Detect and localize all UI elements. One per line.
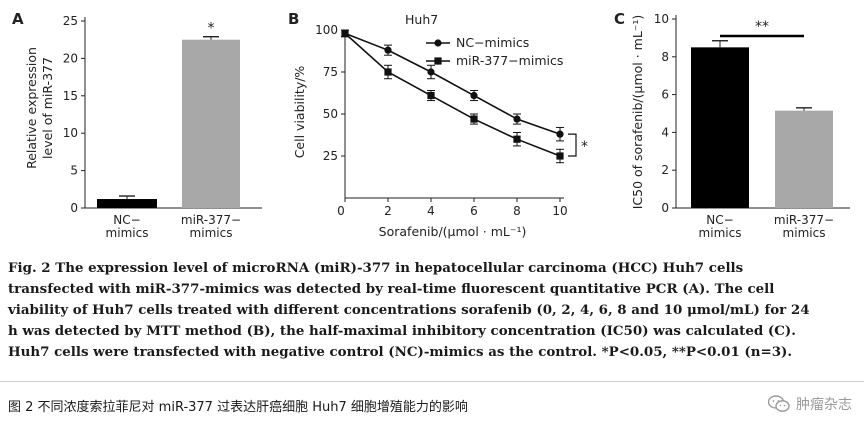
panel-a-bar-chart: A0510152025NC−mimicsmiR-377−mimicsRelati…	[12, 10, 262, 240]
y-tick-label: 25	[63, 14, 78, 28]
significance-marker: *	[581, 139, 588, 155]
data-point	[513, 115, 521, 123]
y-tick-label: 2	[661, 163, 669, 177]
significance-marker: **	[755, 19, 769, 35]
y-tick-label: 100	[315, 23, 338, 37]
caption-line-3: viability of Huh7 cells treated with dif…	[8, 302, 810, 318]
watermark-text: 肿瘤杂志	[796, 397, 852, 413]
panel-letter: A	[12, 10, 24, 28]
chart-title: Huh7	[405, 12, 438, 27]
data-point	[556, 152, 564, 160]
x-tick-label: 6	[470, 204, 478, 218]
x-tick-label: mimics	[190, 226, 233, 240]
x-tick-label: 0	[337, 204, 345, 218]
series-line	[344, 32, 561, 157]
y-axis-label: Cell viability/%	[292, 66, 307, 159]
x-tick-label: mimics	[106, 226, 149, 240]
x-tick-label: 4	[427, 204, 435, 218]
series-line	[344, 32, 561, 135]
data-point	[513, 135, 521, 143]
data-point	[427, 91, 435, 100]
x-tick-label: 2	[384, 204, 392, 218]
y-tick-label: 5	[70, 164, 78, 178]
chinese-caption: 图 2 不同浓度索拉菲尼对 miR-377 过表达肝癌细胞 Huh7 细胞增殖能…	[8, 400, 468, 415]
caption-line-4: h was detected by MTT method (B), the ha…	[8, 323, 796, 339]
x-tick-label: 10	[552, 204, 567, 218]
y-tick-label: 0	[661, 201, 669, 215]
significance-marker: *	[208, 21, 215, 37]
y-tick-label: 10	[63, 126, 78, 140]
x-tick-label: NC−	[113, 213, 140, 227]
y-tick-label: 20	[63, 51, 78, 65]
x-tick-label: mimics	[783, 226, 826, 240]
divider	[0, 381, 864, 382]
y-axis-label: level of miR-377	[40, 57, 55, 159]
bar	[97, 199, 157, 208]
data-point	[470, 115, 478, 123]
panel-b-line-chart: B Huh7 25 50 75 100 0 2 4 6 8 10 Cell viability/% Sor…	[288, 10, 588, 239]
data-point	[341, 29, 349, 37]
y-axis-label: IC50 of sorafenib/(μmol · mL⁻¹)	[630, 15, 645, 210]
y-tick-label: 25	[323, 149, 338, 163]
legend-label: miR-377−mimics	[456, 53, 563, 68]
figure: A 0 5 10 15 20 25 NC− mimics miR-377− mimics Relati…	[12, 10, 850, 240]
bar	[691, 47, 749, 208]
panel-letter: B	[288, 10, 299, 28]
legend-label: NC−mimics	[456, 35, 529, 50]
y-tick-label: 50	[323, 107, 338, 121]
wechat-icon	[768, 395, 790, 412]
legend-marker	[434, 57, 442, 65]
caption-line-1: Fig. 2 The expression level of microRNA …	[8, 260, 744, 276]
x-axis-label: Sorafenib/(μmol · mL⁻¹)	[379, 224, 527, 239]
y-tick-label: 6	[661, 88, 669, 102]
data-point	[384, 46, 392, 54]
data-point	[427, 68, 435, 76]
data-point	[384, 68, 392, 76]
data-point	[470, 91, 478, 100]
x-tick-label: 8	[513, 204, 521, 218]
caption-line-5: Huh7 cells were transfected with negativ…	[8, 344, 793, 360]
data-point	[556, 130, 564, 138]
bar	[775, 110, 833, 208]
y-tick-label: 4	[661, 125, 669, 139]
legend-marker	[434, 39, 442, 47]
figure-caption: Fig. 2 The expression level of microRNA …	[8, 258, 856, 363]
y-tick-label: 0	[70, 201, 78, 215]
y-tick-label: 75	[323, 65, 338, 79]
x-tick-label: miR-377−	[181, 213, 241, 227]
y-tick-label: 8	[661, 50, 669, 64]
caption-line-2: transfected with miR-377-mimics was dete…	[8, 281, 775, 297]
y-tick-label: 10	[654, 12, 669, 26]
x-tick-label: NC−	[706, 213, 733, 227]
x-tick-label: miR-377−	[774, 213, 834, 227]
x-tick-label: mimics	[699, 226, 742, 240]
bar	[182, 39, 240, 209]
watermark: 肿瘤杂志	[768, 394, 852, 414]
y-axis-label: Relative expression	[24, 47, 39, 169]
significance-bracket	[568, 133, 577, 157]
panel-letter: C	[614, 10, 625, 28]
y-tick-label: 15	[63, 89, 78, 103]
